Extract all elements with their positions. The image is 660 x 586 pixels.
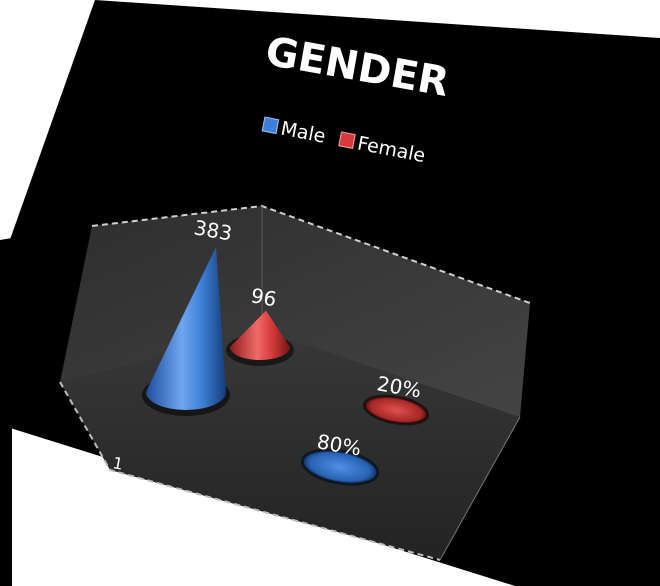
floor-front-edge [59,381,441,561]
legend-female-swatch [338,131,356,149]
data-label-female-count: 96 [249,283,278,311]
percent-disk-female [362,394,430,426]
chart-edge-fragment [0,238,12,586]
percent-disk-male [300,448,380,486]
floor-right-edge [439,416,521,561]
cone-female [230,310,290,360]
legend-male-swatch [261,116,280,135]
category-label: 1 [111,453,124,473]
cone-male [146,247,226,410]
chart-marks [142,247,430,486]
